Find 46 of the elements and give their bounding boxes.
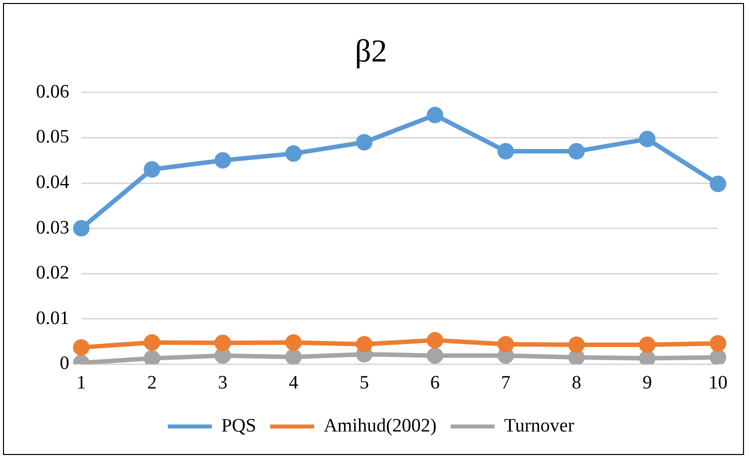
x-tick-label: 8	[572, 372, 582, 394]
point	[356, 336, 372, 353]
point	[144, 334, 160, 351]
point	[214, 347, 231, 364]
x-tick-label: 10	[708, 372, 728, 394]
point	[426, 106, 444, 124]
x-tick-label: 4	[288, 372, 299, 394]
y-tick-label: 0.01	[36, 308, 70, 329]
chart-title: β2	[354, 32, 388, 69]
point	[498, 336, 514, 353]
point	[426, 347, 444, 364]
x-tick-label: 2	[147, 372, 157, 394]
y-tick-label: 0.02	[36, 262, 70, 284]
x-tick-label: 9	[642, 372, 652, 394]
y-tick-label: 0.06	[36, 81, 70, 102]
point	[426, 332, 444, 348]
point	[73, 220, 90, 237]
point	[639, 130, 656, 148]
point	[710, 349, 726, 364]
point	[568, 143, 585, 160]
point	[214, 334, 231, 352]
point	[498, 143, 514, 160]
y-tick-label: 0.03	[36, 217, 70, 238]
point	[285, 348, 302, 364]
point	[214, 152, 231, 169]
x-tick-label: 3	[218, 372, 228, 394]
point	[73, 339, 90, 356]
legend-label: Amihud(2002)	[324, 415, 437, 436]
point	[144, 161, 160, 178]
y-tick-label: 0.05	[36, 126, 70, 148]
y-tick-label: 0	[60, 353, 70, 374]
x-tick-label: 1	[76, 372, 86, 394]
point	[356, 134, 372, 150]
legend-label: Turnover	[504, 415, 575, 436]
x-tick-label: 6	[430, 372, 440, 394]
y-tick-label: 0.04	[36, 172, 70, 193]
point	[285, 334, 302, 351]
point	[710, 176, 726, 192]
x-tick-label: 7	[501, 372, 510, 394]
point	[639, 336, 656, 353]
legend-label: PQS	[221, 415, 256, 436]
point	[568, 349, 585, 364]
point	[285, 145, 302, 162]
x-tick-label: 5	[360, 372, 369, 394]
point	[710, 335, 726, 352]
point	[568, 336, 585, 353]
